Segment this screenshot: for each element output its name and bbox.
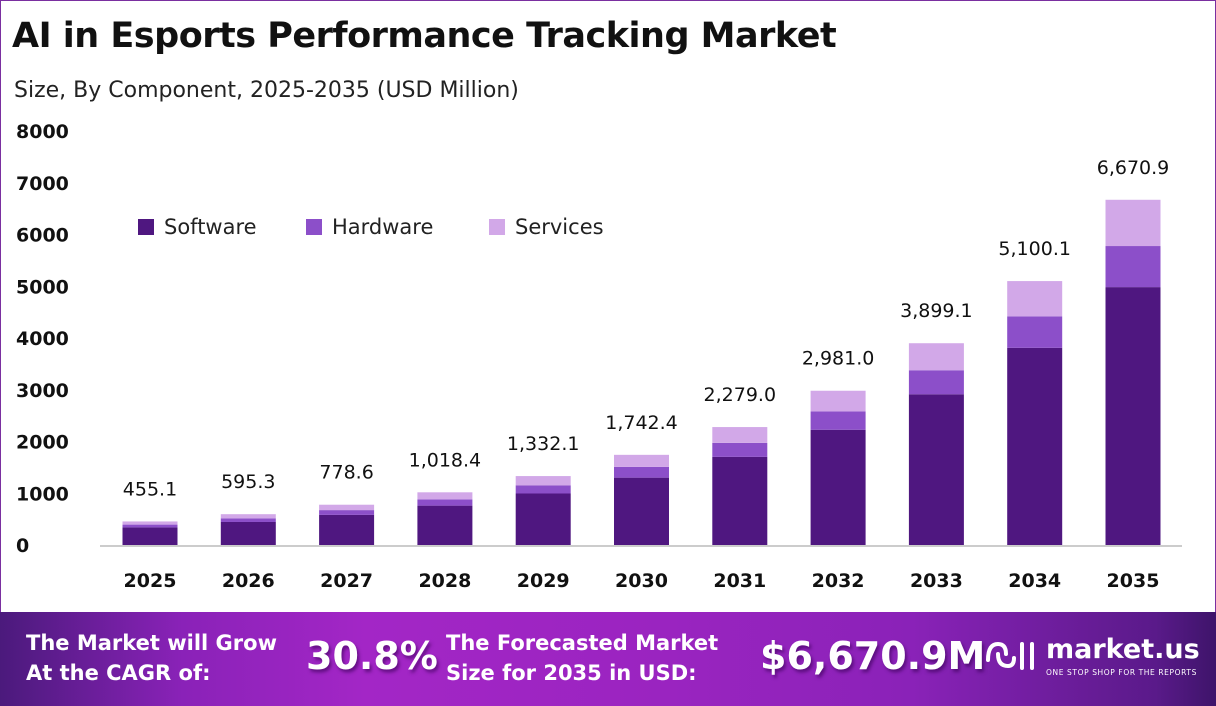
forecast-label-line2: Size for 2035 in USD: <box>446 661 697 685</box>
legend-swatch-services <box>489 219 505 235</box>
bar-services-2030 <box>614 454 669 467</box>
bar-services-2033 <box>908 343 964 371</box>
logo-tagline: ONE STOP SHOP FOR THE REPORTS <box>1046 668 1197 677</box>
bar-software-2029 <box>515 493 571 545</box>
bar-software-2026 <box>220 521 276 545</box>
bar-software-2032 <box>810 429 866 545</box>
legend-label-hardware: Hardware <box>332 215 433 239</box>
y-tick-label: 2000 <box>16 432 69 454</box>
bar-software-2033 <box>908 394 964 545</box>
cagr-label: The Market will Grow At the CAGR of: <box>26 628 277 688</box>
data-label-total: 3,899.1 <box>900 300 973 322</box>
data-label-total: 2,981.0 <box>802 348 875 370</box>
y-tick-label: 4000 <box>16 328 69 350</box>
x-tick-label: 2032 <box>812 570 865 592</box>
bar-software-2035 <box>1105 287 1161 545</box>
footer-banner: The Market will Grow At the CAGR of: 30.… <box>0 612 1216 706</box>
y-tick-label: 1000 <box>16 483 69 505</box>
bar-services-2029 <box>515 476 571 486</box>
bar-software-2027 <box>319 514 375 545</box>
bar-software-2028 <box>417 505 473 545</box>
bar-services-2025 <box>122 521 178 525</box>
bar-hardware-2033 <box>908 370 964 395</box>
data-label-total: 2,279.0 <box>704 384 777 406</box>
y-tick-label: 3000 <box>16 380 69 402</box>
bar-software-2031 <box>712 456 768 545</box>
y-tick-label: 5000 <box>16 276 69 298</box>
x-tick-label: 2031 <box>713 570 766 592</box>
bar-services-2027 <box>319 504 375 511</box>
bar-hardware-2030 <box>614 466 669 478</box>
data-label-total: 778.6 <box>319 462 373 484</box>
x-tick-label: 2026 <box>222 570 275 592</box>
bar-software-2030 <box>614 477 669 545</box>
x-tick-label: 2027 <box>320 570 373 592</box>
bar-services-2034 <box>1007 281 1063 317</box>
forecast-label: The Forecasted Market Size for 2035 in U… <box>446 628 718 688</box>
data-label-total: 1,742.4 <box>605 412 678 434</box>
legend-swatch-hardware <box>306 219 322 235</box>
logo-name: market.us <box>1046 634 1200 665</box>
chart-title: AI in Esports Performance Tracking Marke… <box>12 16 837 56</box>
bar-hardware-2029 <box>515 485 571 494</box>
bar-services-2028 <box>417 492 473 500</box>
y-tick-label: 8000 <box>16 121 69 143</box>
bar-hardware-2032 <box>810 411 866 430</box>
chart-subtitle: Size, By Component, 2025-2035 (USD Milli… <box>14 78 519 103</box>
data-label-total: 595.3 <box>221 471 275 493</box>
forecast-value: $6,670.9M <box>760 634 986 678</box>
bar-chart: 0 1000 2000 3000 4000 5000 6000 7000 8000 455.1 20… <box>16 121 1182 592</box>
y-tick-label: 6000 <box>16 225 69 247</box>
x-tick-label: 2030 <box>615 570 668 592</box>
x-tick-label: 2034 <box>1008 570 1061 592</box>
bar-software-2025 <box>122 527 178 545</box>
market-us-logo-icon <box>986 641 1034 670</box>
bar-hardware-2034 <box>1007 316 1063 348</box>
y-tick-label: 0 <box>16 535 29 557</box>
bar-hardware-2028 <box>417 499 473 506</box>
cagr-value: 30.8% <box>306 634 438 678</box>
x-tick-label: 2033 <box>910 570 963 592</box>
cagr-label-line2: At the CAGR of: <box>26 661 211 685</box>
data-label-total: 6,670.9 <box>1097 157 1170 179</box>
bar-services-2026 <box>220 514 276 519</box>
legend-label-software: Software <box>164 215 257 239</box>
bar-hardware-2027 <box>319 510 375 515</box>
bar-hardware-2026 <box>220 518 276 522</box>
x-tick-label: 2028 <box>418 570 471 592</box>
data-label-total: 1,018.4 <box>409 449 482 471</box>
x-tick-label: 2025 <box>124 570 177 592</box>
bar-services-2035 <box>1105 199 1161 247</box>
cagr-label-line1: The Market will Grow <box>26 631 277 655</box>
bar-hardware-2025 <box>122 524 178 528</box>
y-tick-label: 7000 <box>16 173 69 195</box>
bar-services-2032 <box>810 390 866 412</box>
bar-software-2034 <box>1007 347 1063 545</box>
legend-label-services: Services <box>515 215 604 239</box>
bar-hardware-2035 <box>1105 246 1161 288</box>
data-label-total: 455.1 <box>123 478 177 500</box>
bar-hardware-2031 <box>712 442 768 457</box>
legend-swatch-software <box>138 219 154 235</box>
forecast-label-line1: The Forecasted Market <box>446 631 719 655</box>
data-label-total: 1,332.1 <box>507 433 580 455</box>
x-tick-label: 2035 <box>1107 570 1160 592</box>
x-tick-label: 2029 <box>517 570 570 592</box>
bar-services-2031 <box>712 427 768 443</box>
data-label-total: 5,100.1 <box>998 238 1071 260</box>
